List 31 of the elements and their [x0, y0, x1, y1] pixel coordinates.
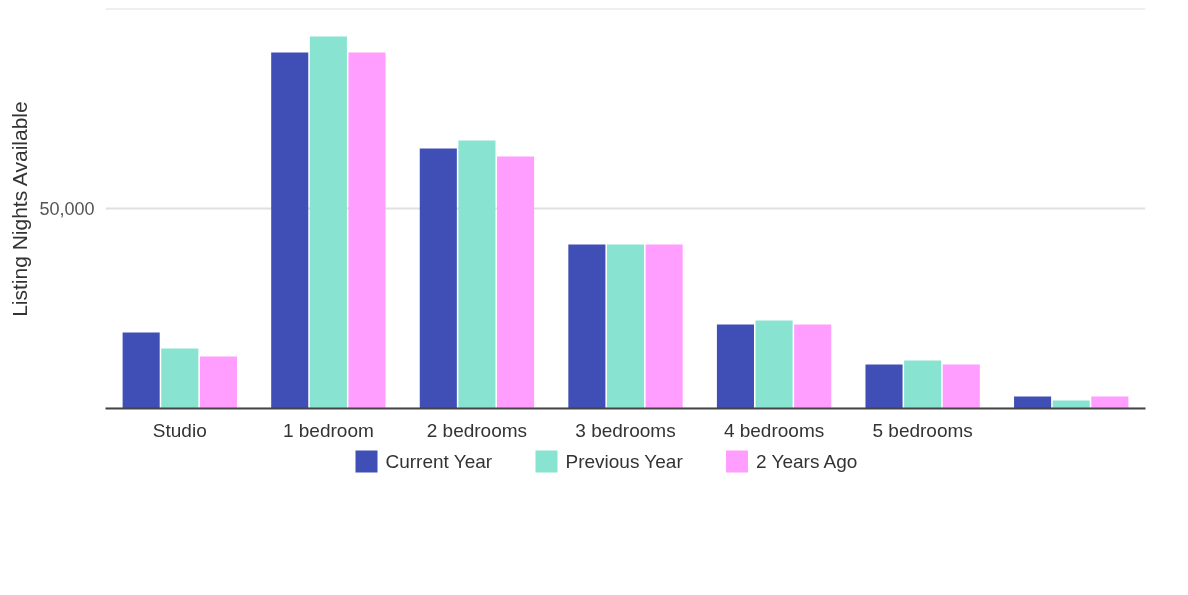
bar [309, 36, 347, 409]
bar [904, 360, 942, 409]
x-tick-label: 4 bedrooms [723, 419, 825, 441]
legend-label: 2 Years Ago [756, 451, 858, 472]
bar [568, 244, 606, 409]
legend-label: Previous Year [565, 451, 684, 472]
bar [716, 324, 754, 409]
bar [1091, 396, 1129, 409]
bar [122, 332, 160, 409]
bar [419, 148, 457, 409]
bar [1014, 396, 1052, 409]
bar [458, 140, 496, 409]
x-tick-label: 2 bedrooms [426, 419, 528, 441]
x-tick-label: 1 bedroom [282, 419, 374, 441]
bar [606, 244, 645, 409]
x-tick-label: 3 bedrooms [575, 419, 676, 441]
bar [348, 52, 386, 409]
legend-label: Current Year [385, 451, 493, 472]
bar [645, 244, 683, 409]
y-axis-title: Listing Nights Available [8, 101, 32, 317]
bar [161, 348, 199, 409]
bar [942, 364, 980, 409]
bar [865, 364, 903, 409]
bar [199, 356, 237, 409]
bar [497, 156, 535, 409]
bar [755, 320, 793, 409]
bar [271, 52, 309, 409]
x-tick-label: Studio [152, 419, 207, 441]
x-tick-label: 5 bedrooms [872, 419, 973, 441]
bar [794, 324, 832, 409]
y-tick-label: 50,000 [39, 199, 95, 219]
